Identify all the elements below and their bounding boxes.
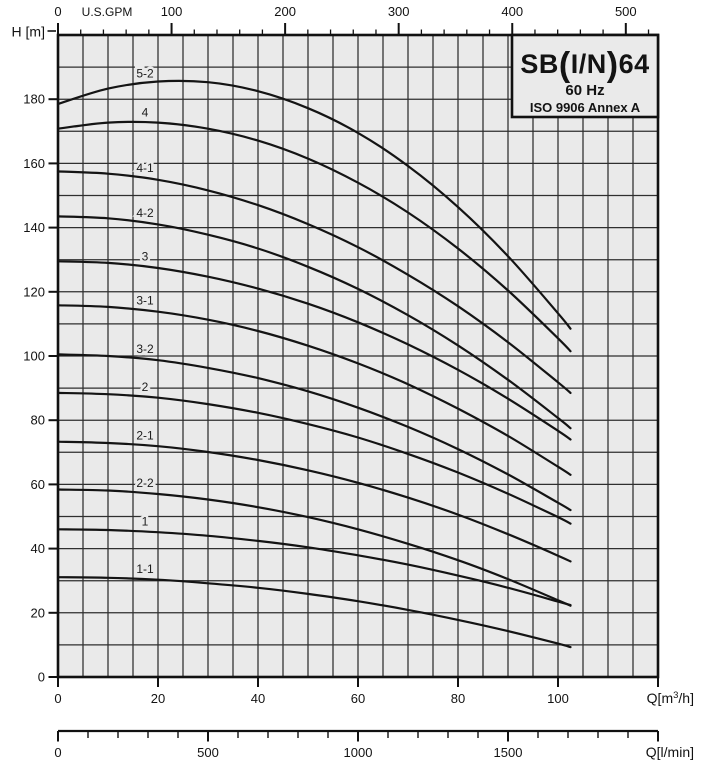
curve-2-2 — [56, 488, 572, 607]
gpm-tick-label: 100 — [161, 4, 183, 19]
lmin-tick-label: 0 — [54, 745, 61, 760]
y-tick-label: 40 — [31, 541, 45, 556]
curve-label-3-1: 3-1 — [136, 293, 154, 307]
x-tick-label-m3h: 20 — [151, 691, 165, 706]
curve-1-1 — [56, 576, 572, 649]
curve-label-4: 4 — [142, 106, 149, 120]
lmin-tick-label: 1500 — [494, 745, 523, 760]
curves-layer — [56, 79, 572, 649]
lmin-tick-label: 1000 — [344, 745, 373, 760]
curve-4-2 — [56, 215, 572, 430]
x-tick-label-m3h: 60 — [351, 691, 365, 706]
y-tick-label: 140 — [23, 220, 45, 235]
curve-label-4-1: 4-1 — [136, 161, 154, 175]
gpm-tick-label: 0 — [54, 4, 61, 19]
curve-4-1 — [56, 170, 572, 394]
curve-label-1: 1 — [142, 515, 149, 529]
x-tick-label-m3h: 80 — [451, 691, 465, 706]
curve-4 — [56, 120, 572, 353]
y-tick-label: 80 — [31, 413, 45, 428]
curve-label-2-1: 2-1 — [136, 428, 154, 442]
curve-label-1-1: 1-1 — [136, 562, 154, 576]
curve-label-3: 3 — [142, 250, 149, 264]
y-tick-label: 160 — [23, 156, 45, 171]
x-axis-lmin: 0 500 1000 1500 Q[l/min] — [54, 729, 694, 760]
plot-border — [56, 33, 660, 679]
x-axis-gpm: 0 100 200 300 400 500 — [54, 4, 650, 35]
y-axis-title: H [m] — [12, 24, 45, 40]
title-box — [510, 33, 660, 119]
y-tick-label: 100 — [23, 349, 45, 364]
y-tick-label: 60 — [31, 477, 45, 492]
y-tick-label: 120 — [23, 284, 45, 299]
generated-chart-layers: 5-2 4 4-1 4-2 3 3-1 3-2 2 2-1 2-2 1 1-1 0 20 40 60 80 100… — [23, 4, 694, 760]
y-tick-label: 0 — [38, 670, 45, 685]
x-tick-label-m3h: 100 — [547, 691, 569, 706]
curve-3-1 — [56, 304, 572, 476]
x-tick-label-m3h: 0 — [54, 691, 61, 706]
gpm-axis-title: U.S.GPM — [82, 5, 133, 19]
gpm-tick-label: 300 — [388, 4, 410, 19]
y-axis: 0 20 40 60 80 100 120 140 160 180 — [23, 92, 57, 685]
curve-2 — [56, 391, 572, 525]
curve-label-2-2: 2-2 — [136, 476, 154, 490]
x-axis-m3h: 0 20 40 60 80 100 Q[m3/h] — [54, 678, 694, 706]
x-axis-unit-lmin: Q[l/min] — [646, 744, 694, 760]
title-block: 60 Hz ISO 9906 Annex A — [530, 82, 641, 115]
x-tick-label-m3h: 40 — [251, 691, 265, 706]
gpm-tick-label: 200 — [274, 4, 296, 19]
curve-3-2 — [56, 353, 572, 512]
gpm-tick-label: 400 — [501, 4, 523, 19]
curve-1 — [56, 528, 572, 607]
curve-label-2: 2 — [142, 380, 149, 394]
curve-2-1 — [56, 440, 572, 563]
y-tick-label: 20 — [31, 605, 45, 620]
curve-label-4-2: 4-2 — [136, 206, 154, 220]
gpm-tick-label: 500 — [615, 4, 637, 19]
title-model: SB(I/N)64 — [520, 46, 649, 84]
x-axis-unit-m3h: Q[m3/h] — [647, 690, 694, 706]
curve-label-3-2: 3-2 — [136, 342, 154, 356]
y-tick-label: 180 — [23, 92, 45, 107]
curve-3 — [56, 260, 572, 441]
lmin-tick-label: 500 — [197, 745, 219, 760]
curve-5-2 — [56, 79, 572, 330]
curve-label-5-2: 5-2 — [136, 66, 154, 80]
title-frequency: 60 Hz — [565, 82, 604, 99]
title-standard: ISO 9906 Annex A — [530, 100, 641, 115]
